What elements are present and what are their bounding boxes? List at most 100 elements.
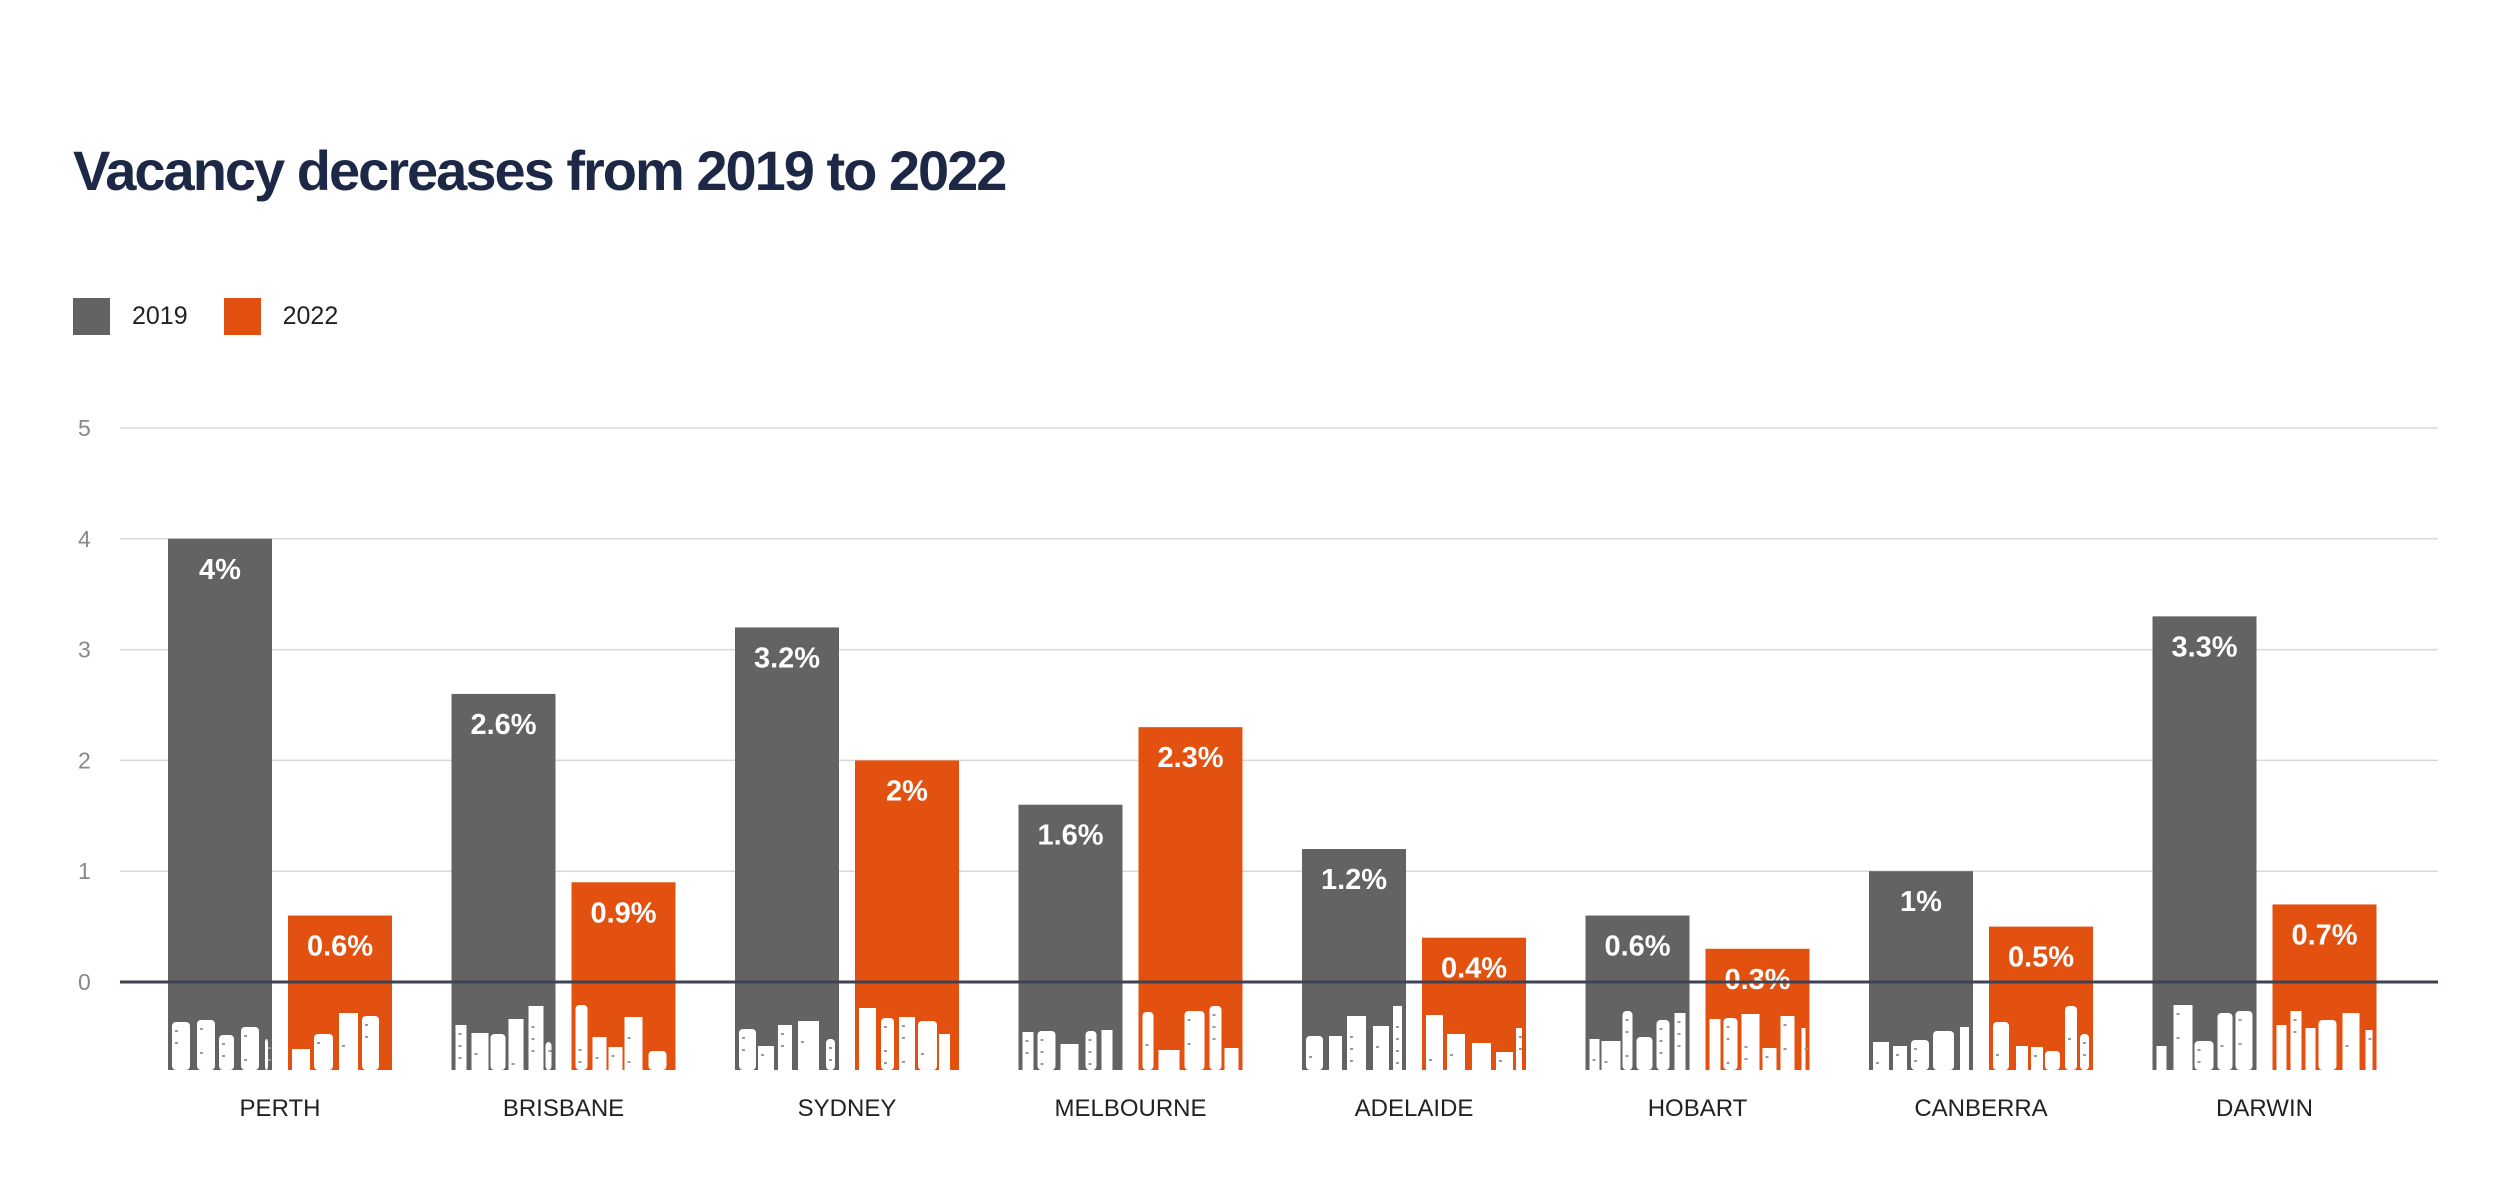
bar-group-2019-canberra [1869, 871, 1973, 1070]
skyline-window [1744, 1058, 1748, 1060]
skyline-building [197, 1020, 215, 1070]
skyline-window [1396, 1026, 1399, 1028]
skyline-window [1450, 1054, 1453, 1056]
skyline-window [829, 1047, 832, 1049]
skyline-building [1780, 1016, 1795, 1070]
data-label-2022-hobart: 0.3% [1724, 964, 1790, 996]
skyline-building [241, 1027, 259, 1070]
skyline-window [578, 1049, 582, 1051]
bar-2019-darwin [2152, 616, 2257, 1070]
skyline-window [742, 1049, 745, 1051]
y-tick-label-4: 4 [78, 526, 91, 552]
skyline-building [575, 1005, 588, 1070]
skyline-building [1601, 1041, 1621, 1070]
skyline-building [339, 1013, 358, 1070]
skyline-building [1496, 1052, 1513, 1070]
y-tick-label-5: 5 [78, 415, 91, 441]
skyline-window [1519, 1036, 1522, 1038]
skyline-window [1914, 1048, 1917, 1050]
skyline-window [1088, 1039, 1092, 1041]
skyline-building [1636, 1037, 1653, 1070]
data-label-2019-melbourne: 1.6% [1037, 820, 1103, 852]
skyline-window [884, 1026, 887, 1028]
skyline-building [1060, 1044, 1079, 1070]
skyline-window [1876, 1062, 1879, 1064]
data-label-2019-sydney: 3.2% [754, 642, 820, 674]
skyline-window [1212, 1038, 1216, 1040]
category-label-canberra: CANBERRA [1914, 1095, 2047, 1122]
skyline-window [1519, 1048, 1522, 1050]
skyline-window [1309, 1056, 1312, 1058]
skyline-window [1744, 1046, 1748, 1048]
skyline-building [2045, 1051, 2060, 1070]
skyline-window [1396, 1050, 1399, 1052]
skyline-window [1659, 1040, 1663, 1042]
skyline-window [1429, 1059, 1432, 1061]
skyline-building [1993, 1022, 2009, 1070]
skyline-building [1373, 1026, 1389, 1070]
skyline-building [1306, 1036, 1323, 1070]
skyline-window [1187, 1043, 1191, 1045]
data-label-2019-brisbane: 2.6% [470, 709, 536, 741]
skyline-window [627, 1037, 631, 1039]
skyline-building [2016, 1046, 2028, 1070]
skyline-window [1499, 1060, 1502, 1062]
bar-group-2019-hobart [1585, 915, 1690, 1070]
skyline-window [1187, 1019, 1191, 1021]
skyline-window [268, 1047, 271, 1049]
skyline-building [455, 1025, 467, 1070]
skyline-window [1350, 1048, 1353, 1050]
skyline-window [781, 1045, 784, 1047]
skyline-window [531, 1026, 535, 1028]
skyline-building [1893, 1046, 1907, 1070]
skyline-window [1604, 1061, 1608, 1063]
data-label-2019-hobart: 0.6% [1604, 931, 1670, 963]
skyline-window [2176, 1037, 2180, 1039]
skyline-building [1329, 1036, 1342, 1070]
bar-group-2019-darwin [2152, 616, 2257, 1070]
skyline-building [2305, 1028, 2316, 1070]
category-label-perth: PERTH [240, 1095, 321, 1122]
skyline-building [528, 1006, 544, 1070]
legend-label-2022: 2022 [282, 302, 339, 330]
skyline-window [1625, 1019, 1629, 1021]
skyline-building [624, 1017, 643, 1070]
skyline-window [2034, 1055, 2037, 1057]
skyline-window [200, 1052, 203, 1054]
skyline-window [1376, 1046, 1379, 1048]
skyline-building [545, 1042, 552, 1070]
bar-group-2022-canberra [1989, 926, 2093, 1070]
skyline-building [1158, 1050, 1180, 1070]
skyline-window [222, 1043, 225, 1045]
skyline-building [2080, 1034, 2089, 1070]
skyline-building [1224, 1048, 1239, 1070]
y-tick-label-0: 0 [78, 969, 91, 995]
skyline-window [1396, 1062, 1399, 1064]
skyline-window [531, 1050, 535, 1052]
skyline-building [1741, 1014, 1760, 1070]
skyline-building [739, 1029, 756, 1070]
skyline-window [2068, 1038, 2071, 1040]
skyline-window [474, 1053, 478, 1055]
skyline-window [175, 1030, 178, 1032]
skyline-building [2173, 1005, 2193, 1070]
data-label-2019-canberra: 1% [1900, 886, 1942, 918]
skyline-window [1592, 1059, 1596, 1061]
skyline-building [1622, 1011, 1633, 1070]
skyline-window [578, 1061, 582, 1063]
skyline-building [826, 1039, 835, 1070]
skyline-window [200, 1028, 203, 1030]
bar-group-2019-melbourne [1018, 804, 1123, 1070]
skyline-window [902, 1025, 905, 1027]
skyline-window [365, 1036, 368, 1038]
skyline-building [899, 1017, 915, 1070]
skyline-window [1659, 1028, 1663, 1030]
bar-group-2019-sydney [735, 627, 839, 1070]
skyline-window [244, 1059, 247, 1061]
skyline-window [1726, 1062, 1730, 1064]
skyline-window [1765, 1056, 1769, 1058]
bar-group-2019-perth [168, 538, 272, 1070]
skyline-window [1783, 1048, 1787, 1050]
skyline-window [884, 1062, 887, 1064]
skyline-building [2194, 1041, 2214, 1070]
